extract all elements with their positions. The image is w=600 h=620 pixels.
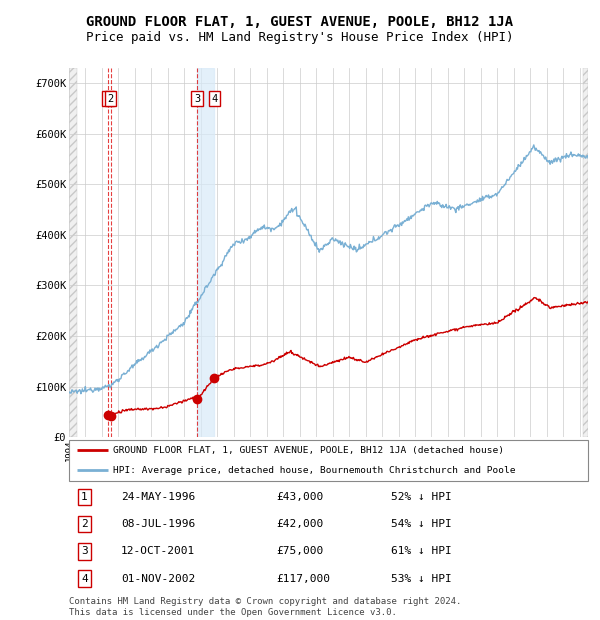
- Text: GROUND FLOOR FLAT, 1, GUEST AVENUE, POOLE, BH12 1JA (detached house): GROUND FLOOR FLAT, 1, GUEST AVENUE, POOL…: [113, 446, 504, 455]
- Bar: [197, 68, 214, 437]
- Text: 4: 4: [81, 574, 88, 583]
- Text: £42,000: £42,000: [277, 520, 324, 529]
- Bar: [583, 68, 588, 437]
- Text: 1: 1: [105, 94, 112, 104]
- Text: 08-JUL-1996: 08-JUL-1996: [121, 520, 195, 529]
- Text: 2: 2: [81, 520, 88, 529]
- Text: Contains HM Land Registry data © Crown copyright and database right 2024.
This d: Contains HM Land Registry data © Crown c…: [69, 598, 461, 617]
- Text: £75,000: £75,000: [277, 546, 324, 556]
- Text: 01-NOV-2002: 01-NOV-2002: [121, 574, 195, 583]
- Text: HPI: Average price, detached house, Bournemouth Christchurch and Poole: HPI: Average price, detached house, Bour…: [113, 466, 515, 475]
- Text: £117,000: £117,000: [277, 574, 331, 583]
- Text: GROUND FLOOR FLAT, 1, GUEST AVENUE, POOLE, BH12 1JA: GROUND FLOOR FLAT, 1, GUEST AVENUE, POOL…: [86, 16, 514, 30]
- FancyBboxPatch shape: [69, 440, 588, 480]
- Text: 12-OCT-2001: 12-OCT-2001: [121, 546, 195, 556]
- Text: 24-MAY-1996: 24-MAY-1996: [121, 492, 195, 502]
- Text: 52% ↓ HPI: 52% ↓ HPI: [391, 492, 452, 502]
- Text: £43,000: £43,000: [277, 492, 324, 502]
- Bar: [69, 68, 77, 437]
- Text: 2: 2: [107, 94, 113, 104]
- Text: 4: 4: [211, 94, 218, 104]
- Text: Price paid vs. HM Land Registry's House Price Index (HPI): Price paid vs. HM Land Registry's House …: [86, 31, 514, 44]
- Text: 3: 3: [194, 94, 200, 104]
- Text: 54% ↓ HPI: 54% ↓ HPI: [391, 520, 452, 529]
- Text: 3: 3: [81, 546, 88, 556]
- Text: 53% ↓ HPI: 53% ↓ HPI: [391, 574, 452, 583]
- Text: 1: 1: [81, 492, 88, 502]
- Text: 61% ↓ HPI: 61% ↓ HPI: [391, 546, 452, 556]
